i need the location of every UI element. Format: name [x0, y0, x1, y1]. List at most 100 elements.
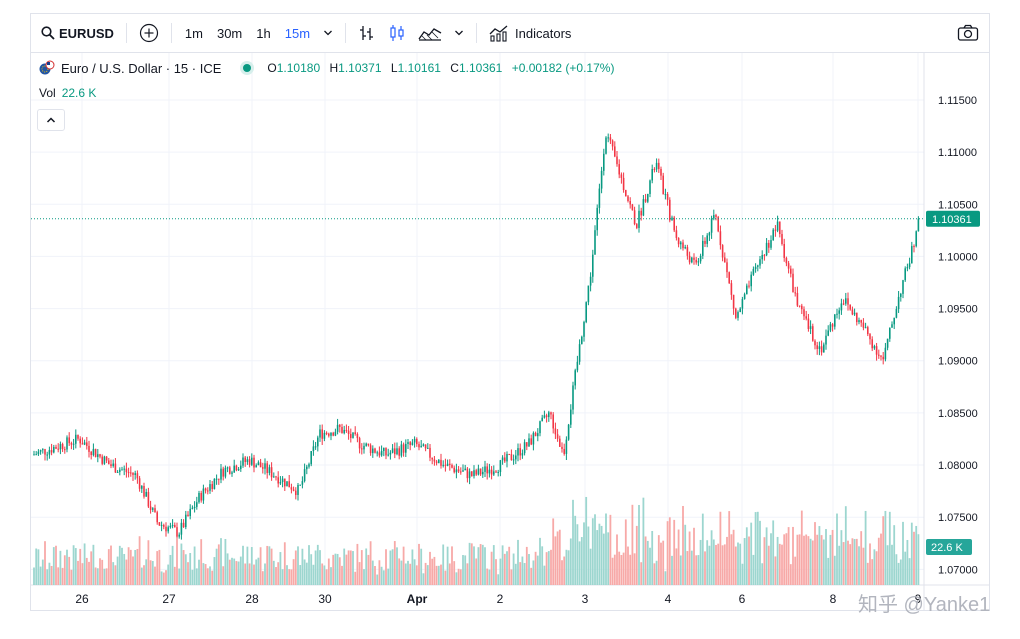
candle-body	[68, 437, 70, 444]
candle-body	[660, 168, 662, 176]
volume-bar	[426, 565, 429, 585]
volume-bar	[605, 513, 607, 585]
candle-body	[673, 217, 675, 231]
chart-style-dropdown[interactable]	[448, 14, 470, 52]
volume-bar	[114, 565, 117, 585]
indicators-button[interactable]: Indicators	[483, 14, 577, 52]
volume-bar	[818, 526, 821, 585]
candle-body	[548, 412, 550, 418]
candle-body	[310, 451, 312, 465]
candle-body	[286, 481, 288, 487]
close-value: 1.10361	[458, 61, 503, 75]
volume-bar	[475, 558, 478, 585]
symbol-search[interactable]: EURUSD	[31, 14, 120, 52]
volume-bar	[774, 556, 777, 585]
volume-bar	[521, 556, 524, 585]
volume-bar	[585, 496, 588, 585]
candle-body	[746, 285, 748, 295]
volume-bar	[125, 559, 128, 585]
volume-bar	[237, 561, 240, 585]
candle-body	[504, 457, 506, 462]
volume-bar	[319, 550, 321, 585]
snapshot-button[interactable]	[951, 14, 989, 52]
volume-bar	[55, 545, 57, 585]
volume-bar	[816, 534, 819, 585]
candle-body	[631, 204, 634, 211]
volume-bar	[589, 548, 592, 585]
volume-bar	[880, 533, 882, 585]
series-title[interactable]: Euro / U.S. Dollar · 15 · ICE	[61, 60, 222, 76]
candle-body	[636, 224, 638, 228]
candle-body	[798, 305, 801, 307]
candle-body	[427, 447, 429, 449]
divider	[170, 23, 172, 43]
volume-bar	[407, 560, 409, 585]
candle-body	[367, 443, 370, 446]
volume-bar	[248, 563, 251, 585]
volume-bar	[915, 525, 918, 585]
volume-bar	[591, 518, 594, 585]
candle-body	[244, 457, 246, 462]
volume-bar	[633, 553, 636, 585]
candle-body	[81, 443, 84, 445]
area-style-button[interactable]	[412, 14, 448, 52]
volume-bar	[312, 564, 315, 585]
volume-bar	[68, 556, 71, 585]
timeframe-15m[interactable]: 15m	[284, 25, 311, 41]
chart-canvas[interactable]: 1.11500 1.11000 1.10500 1.10000 1.09500 1.090…	[31, 14, 989, 610]
compare-button[interactable]	[133, 14, 165, 52]
candle-body	[422, 444, 425, 446]
candle-body	[317, 437, 319, 447]
volume-bar	[611, 557, 614, 585]
candle-body	[475, 470, 477, 475]
candle-body	[468, 471, 471, 479]
volume-bar	[431, 558, 434, 585]
candle-body	[88, 445, 90, 452]
volume-bar	[418, 543, 420, 585]
candle-body	[911, 246, 913, 264]
timeframe-30m[interactable]: 30m	[216, 25, 243, 41]
volume-bar	[682, 505, 684, 585]
volume-bar	[136, 548, 139, 585]
volume-bar	[519, 562, 522, 585]
volume-bar	[754, 512, 757, 585]
candle-body	[189, 508, 191, 517]
volume-bar	[576, 524, 579, 585]
candle-body	[583, 322, 585, 337]
volume-bar	[607, 532, 610, 585]
volume-bar	[675, 548, 678, 585]
candle-body	[215, 478, 218, 480]
timeframe-1m[interactable]: 1m	[184, 25, 203, 41]
timeframe-1h[interactable]: 1h	[256, 25, 271, 41]
candles-style-button[interactable]	[382, 14, 412, 52]
y-tick-label: 1.08500	[938, 408, 978, 420]
candle-body	[812, 326, 814, 341]
candle-body	[541, 417, 543, 422]
candle-body	[33, 454, 35, 456]
candle-body	[871, 339, 873, 349]
volume-bar	[259, 547, 262, 585]
collapse-legend-button[interactable]	[37, 109, 65, 131]
volume-bar	[231, 557, 233, 585]
candle-body	[675, 230, 678, 238]
candle-body	[185, 514, 187, 528]
volume-bar	[145, 559, 148, 585]
volume-bar	[50, 565, 53, 585]
volume-bar	[433, 556, 436, 585]
volume-bar	[627, 546, 629, 585]
volume-bar	[402, 546, 405, 585]
volume-bar	[556, 531, 559, 585]
volume-bar	[63, 555, 66, 585]
candle-body	[772, 229, 774, 241]
candle-body	[242, 457, 244, 466]
bars-style-button[interactable]	[352, 14, 382, 52]
volume-bar	[283, 542, 286, 585]
timeframe-dropdown[interactable]	[317, 14, 339, 52]
volume-bar	[783, 534, 786, 585]
candle-body	[211, 484, 213, 489]
candle-body	[158, 522, 161, 526]
candle-body	[581, 336, 583, 345]
candle-body	[539, 421, 541, 434]
volume-bar	[583, 522, 585, 585]
candle-body	[156, 512, 158, 523]
